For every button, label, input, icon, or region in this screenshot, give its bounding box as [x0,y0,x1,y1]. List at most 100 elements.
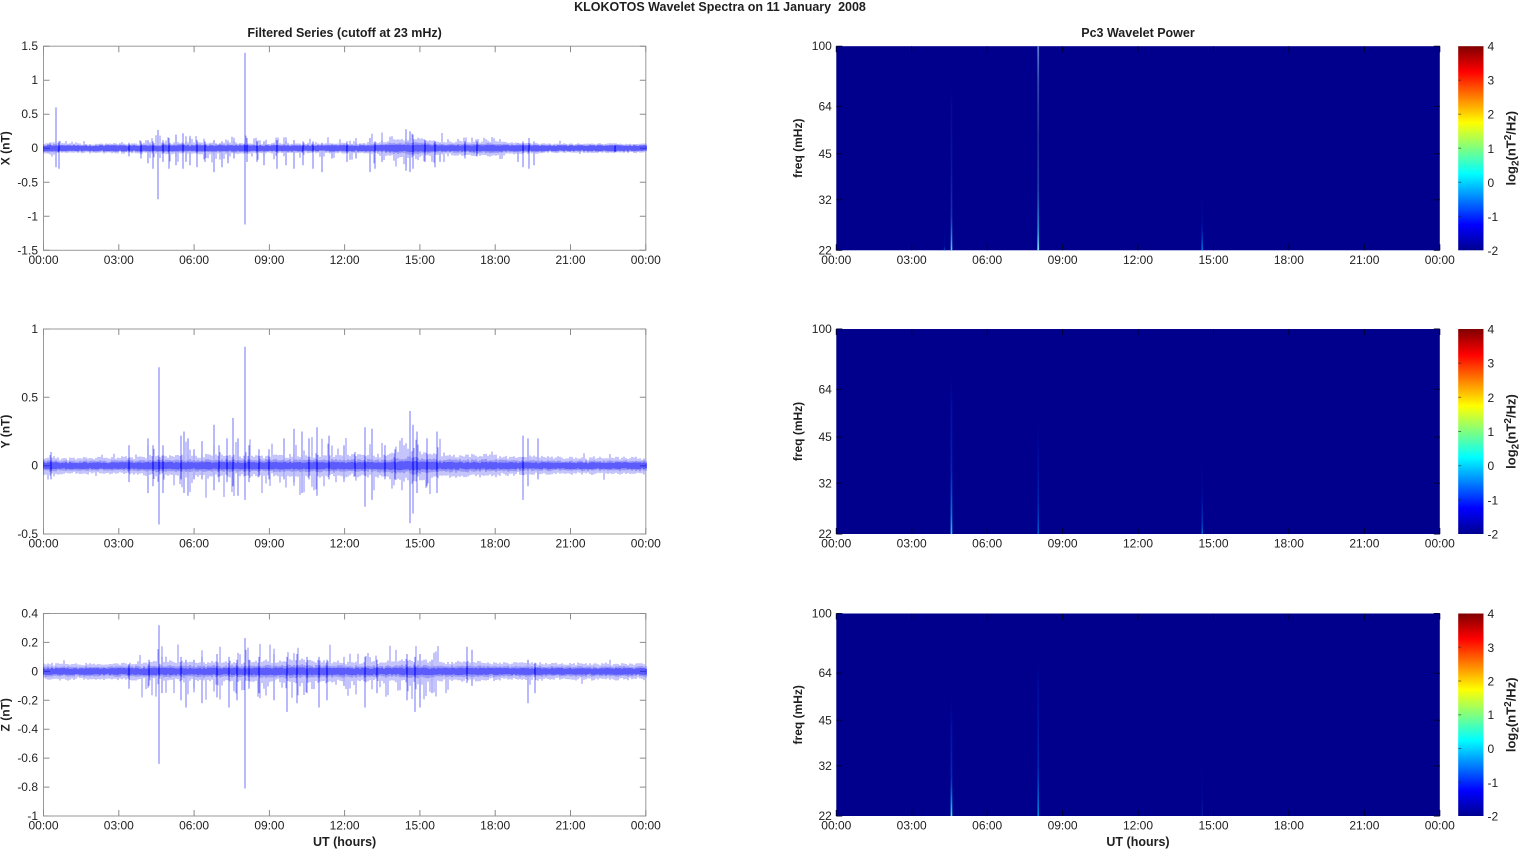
svg-text:3: 3 [1488,641,1495,655]
svg-text:18:00: 18:00 [1274,819,1304,833]
svg-text:0: 0 [31,141,38,155]
svg-text:21:00: 21:00 [555,253,585,267]
svg-text:Z (nT): Z (nT) [0,698,13,731]
svg-text:-2: -2 [1488,810,1499,824]
svg-text:100: 100 [812,607,832,621]
svg-text:12:00: 12:00 [330,537,360,551]
svg-text:freq (mHz): freq (mHz) [791,119,805,178]
svg-text:18:00: 18:00 [1274,253,1304,267]
svg-text:1: 1 [31,73,38,87]
svg-text:15:00: 15:00 [405,253,435,267]
svg-text:-0.8: -0.8 [17,780,38,794]
svg-text:1: 1 [1488,425,1495,439]
svg-text:32: 32 [818,193,832,207]
svg-text:15:00: 15:00 [1198,537,1228,551]
svg-text:-2: -2 [1488,528,1499,542]
svg-text:0: 0 [31,664,38,678]
svg-text:00:00: 00:00 [821,253,851,267]
svg-text:1: 1 [31,322,38,336]
svg-text:00:00: 00:00 [28,537,58,551]
svg-text:00:00: 00:00 [1425,537,1455,551]
svg-text:18:00: 18:00 [480,537,510,551]
svg-text:freq (mHz): freq (mHz) [791,402,805,461]
svg-text:UT (hours): UT (hours) [1106,835,1169,849]
svg-text:03:00: 03:00 [104,253,134,267]
svg-text:18:00: 18:00 [480,253,510,267]
svg-text:09:00: 09:00 [1048,253,1078,267]
svg-text:0: 0 [1488,176,1495,190]
svg-text:log2(nT2/Hz): log2(nT2/Hz) [1503,394,1522,469]
svg-text:22: 22 [818,809,832,823]
svg-text:06:00: 06:00 [972,537,1002,551]
svg-text:00:00: 00:00 [1425,819,1455,833]
svg-text:32: 32 [818,759,832,773]
svg-text:45: 45 [818,147,832,161]
svg-text:45: 45 [818,430,832,444]
svg-text:09:00: 09:00 [254,253,284,267]
svg-text:4: 4 [1488,607,1495,621]
svg-text:-0.5: -0.5 [17,527,38,541]
svg-text:21:00: 21:00 [1349,537,1379,551]
svg-text:32: 32 [818,476,832,490]
svg-text:-1.5: -1.5 [17,243,38,257]
svg-text:100: 100 [812,322,832,336]
svg-text:-0.2: -0.2 [17,693,38,707]
svg-text:15:00: 15:00 [405,537,435,551]
svg-text:-1: -1 [27,809,38,823]
svg-text:00:00: 00:00 [821,819,851,833]
svg-text:09:00: 09:00 [1048,537,1078,551]
svg-text:00:00: 00:00 [1425,253,1455,267]
svg-text:64: 64 [818,666,832,680]
svg-text:-0.4: -0.4 [17,722,38,736]
svg-text:09:00: 09:00 [254,537,284,551]
svg-text:12:00: 12:00 [330,253,360,267]
svg-text:-0.6: -0.6 [17,751,38,765]
svg-text:2: 2 [1488,108,1495,122]
svg-text:log2(nT2/Hz): log2(nT2/Hz) [1503,677,1522,752]
svg-text:UT (hours): UT (hours) [313,835,376,849]
svg-text:-1: -1 [1488,210,1499,224]
svg-text:-0.5: -0.5 [17,175,38,189]
svg-text:3: 3 [1488,74,1495,88]
svg-text:0.4: 0.4 [21,607,38,621]
svg-text:12:00: 12:00 [1123,537,1153,551]
svg-text:00:00: 00:00 [631,537,661,551]
svg-text:X (nT): X (nT) [0,131,13,165]
svg-text:00:00: 00:00 [821,537,851,551]
svg-text:12:00: 12:00 [1123,819,1153,833]
svg-text:15:00: 15:00 [405,819,435,833]
svg-text:03:00: 03:00 [897,253,927,267]
svg-text:09:00: 09:00 [254,819,284,833]
svg-text:06:00: 06:00 [179,537,209,551]
svg-text:21:00: 21:00 [555,537,585,551]
svg-text:09:00: 09:00 [1048,819,1078,833]
svg-text:64: 64 [818,99,832,113]
svg-text:0.2: 0.2 [21,635,38,649]
svg-text:3: 3 [1488,357,1495,371]
svg-text:03:00: 03:00 [104,537,134,551]
svg-text:0: 0 [31,459,38,473]
svg-text:15:00: 15:00 [1198,819,1228,833]
svg-text:0.5: 0.5 [21,107,38,121]
svg-text:1: 1 [1488,708,1495,722]
svg-text:0: 0 [1488,459,1495,473]
svg-text:12:00: 12:00 [330,819,360,833]
svg-text:freq (mHz): freq (mHz) [791,685,805,744]
svg-text:15:00: 15:00 [1198,253,1228,267]
svg-text:1: 1 [1488,142,1495,156]
svg-text:2: 2 [1488,391,1495,405]
svg-text:100: 100 [812,39,832,53]
svg-text:06:00: 06:00 [972,819,1002,833]
svg-text:0.5: 0.5 [21,390,38,404]
svg-text:-1: -1 [1488,493,1499,507]
svg-text:00:00: 00:00 [28,819,58,833]
svg-text:06:00: 06:00 [179,253,209,267]
svg-text:03:00: 03:00 [897,537,927,551]
svg-text:4: 4 [1488,323,1495,337]
svg-text:2: 2 [1488,675,1495,689]
svg-text:18:00: 18:00 [1274,537,1304,551]
svg-text:log2(nT2/Hz): log2(nT2/Hz) [1503,111,1522,186]
svg-text:-1: -1 [27,209,38,223]
svg-text:21:00: 21:00 [555,819,585,833]
svg-text:00:00: 00:00 [631,819,661,833]
